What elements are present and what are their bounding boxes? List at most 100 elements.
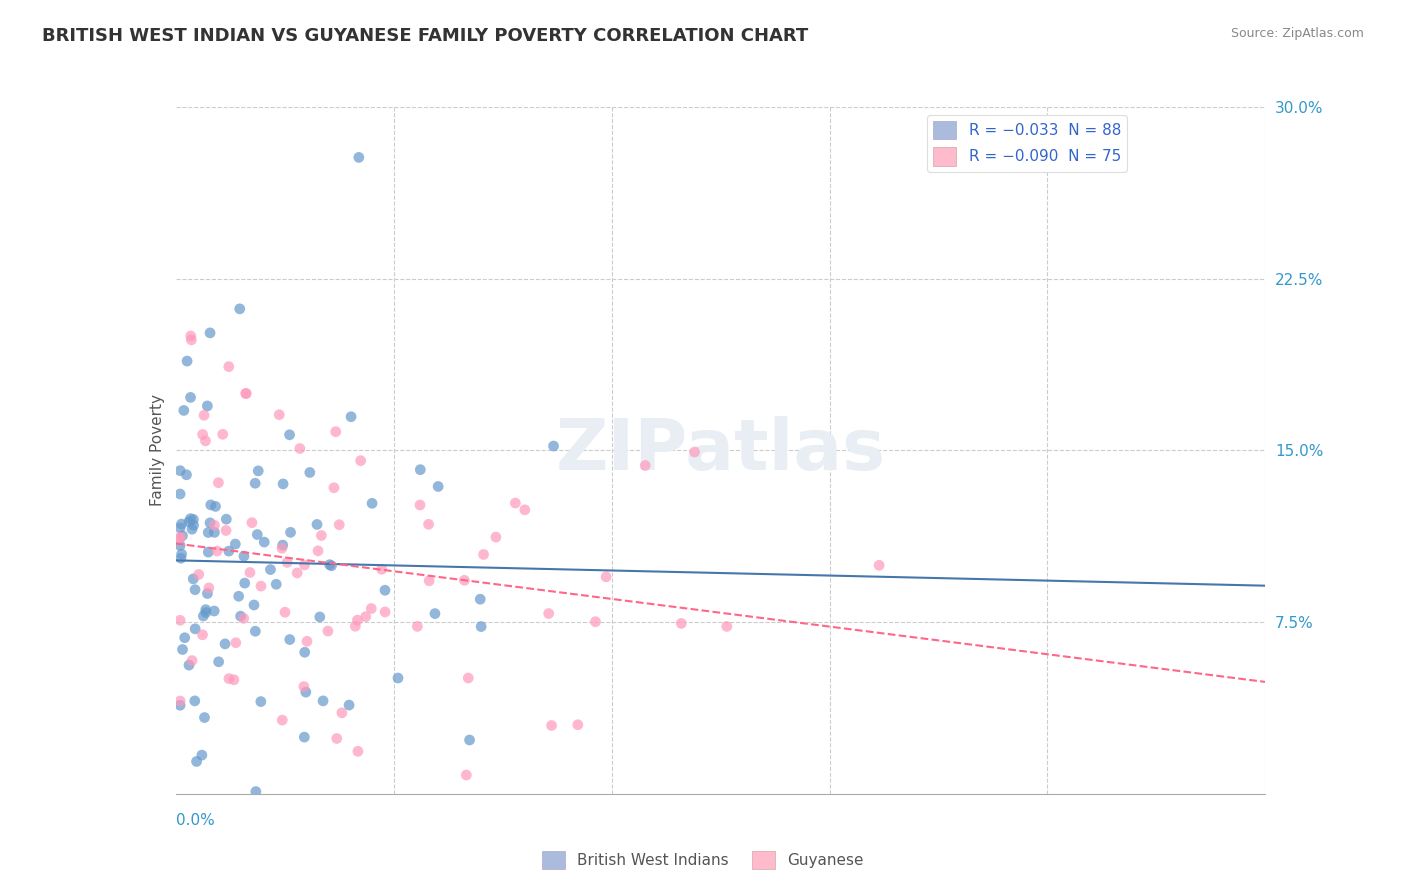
British West Indians (423, 607, 446, 621)
British West Indians (298, 466, 321, 480)
British West Indians (218, 544, 240, 558)
Guyanese (316, 624, 339, 638)
British West Indians (198, 326, 221, 340)
British West Indians (247, 464, 270, 478)
British West Indians (184, 582, 207, 597)
Guyanese (472, 548, 495, 562)
British West Indians (278, 632, 301, 647)
Guyanese (346, 613, 368, 627)
British West Indians (250, 695, 273, 709)
British West Indians (204, 500, 226, 514)
Guyanese (207, 475, 229, 490)
Text: ZIPatlas: ZIPatlas (555, 416, 886, 485)
Guyanese (269, 408, 291, 422)
British West Indians (169, 487, 191, 501)
British West Indians (271, 476, 294, 491)
Guyanese (240, 516, 263, 530)
British West Indians (184, 694, 207, 708)
British West Indians (172, 529, 194, 543)
British West Indians (186, 755, 208, 769)
Guyanese (585, 615, 607, 629)
British West Indians (169, 539, 191, 553)
British West Indians (228, 589, 250, 603)
British West Indians (181, 572, 204, 586)
British West Indians (409, 463, 432, 477)
British West Indians (361, 496, 384, 510)
Guyanese (169, 613, 191, 627)
Guyanese (250, 579, 273, 593)
British West Indians (173, 403, 195, 417)
Guyanese (235, 386, 257, 401)
Guyanese (288, 442, 311, 456)
Text: BRITISH WEST INDIAN VS GUYANESE FAMILY POVERTY CORRELATION CHART: BRITISH WEST INDIAN VS GUYANESE FAMILY P… (42, 27, 808, 45)
Guyanese (191, 427, 214, 442)
Guyanese (485, 530, 508, 544)
Guyanese (225, 636, 247, 650)
Guyanese (276, 555, 298, 569)
Guyanese (239, 566, 262, 580)
Guyanese (453, 574, 475, 588)
British West Indians (184, 622, 207, 636)
British West Indians (243, 476, 266, 491)
British West Indians (259, 563, 281, 577)
British West Indians (170, 547, 193, 561)
Guyanese (232, 611, 254, 625)
Guyanese (540, 718, 562, 732)
Guyanese (295, 634, 318, 648)
British West Indians (337, 698, 360, 712)
Guyanese (274, 605, 297, 619)
Guyanese (222, 673, 245, 687)
Guyanese (513, 503, 536, 517)
British West Indians (305, 517, 328, 532)
British West Indians (193, 609, 215, 624)
Guyanese (187, 567, 209, 582)
British West Indians (169, 698, 191, 713)
Guyanese (311, 528, 333, 542)
British West Indians (340, 409, 363, 424)
Guyanese (505, 496, 527, 510)
Guyanese (326, 731, 349, 746)
Guyanese (567, 718, 589, 732)
Guyanese (330, 706, 353, 720)
British West Indians (176, 354, 198, 368)
British West Indians (458, 733, 481, 747)
British West Indians (193, 710, 215, 724)
British West Indians (243, 598, 266, 612)
British West Indians (229, 301, 252, 316)
Guyanese (374, 605, 396, 619)
Guyanese (370, 562, 392, 576)
British West Indians (214, 637, 236, 651)
British West Indians (197, 586, 219, 600)
British West Indians (427, 479, 450, 493)
British West Indians (321, 558, 343, 573)
British West Indians (470, 592, 492, 607)
Y-axis label: Family Poverty: Family Poverty (149, 394, 165, 507)
Guyanese (671, 616, 693, 631)
Guyanese (191, 628, 214, 642)
Guyanese (354, 609, 377, 624)
British West Indians (374, 583, 396, 598)
British West Indians (169, 521, 191, 535)
British West Indians (294, 645, 316, 659)
British West Indians (280, 525, 302, 540)
Guyanese (235, 386, 257, 401)
Guyanese (218, 672, 240, 686)
Guyanese (198, 581, 221, 595)
British West Indians (470, 619, 492, 633)
British West Indians (308, 610, 330, 624)
British West Indians (543, 439, 565, 453)
Guyanese (194, 434, 217, 448)
Guyanese (406, 619, 429, 633)
British West Indians (170, 551, 193, 566)
Guyanese (285, 566, 308, 580)
Guyanese (169, 531, 191, 545)
British West Indians (224, 537, 246, 551)
British West Indians (253, 535, 276, 549)
British West Indians (198, 516, 221, 530)
British West Indians (170, 516, 193, 531)
British West Indians (318, 558, 340, 572)
British West Indians (292, 730, 315, 744)
Guyanese (456, 768, 478, 782)
British West Indians (208, 655, 231, 669)
Text: 0.0%: 0.0% (176, 814, 215, 828)
